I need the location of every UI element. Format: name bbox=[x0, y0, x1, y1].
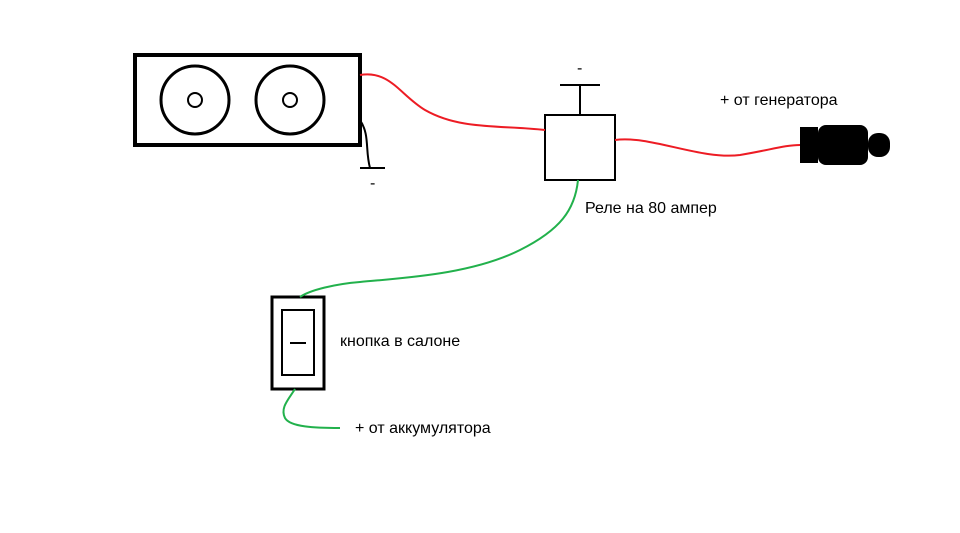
label-battery-plus: + от аккумулятора bbox=[355, 420, 491, 438]
label-minus-speaker: - bbox=[370, 175, 375, 193]
speaker-right-outer bbox=[256, 66, 324, 134]
wire-red-speaker-relay bbox=[360, 74, 545, 130]
label-relay: Реле на 80 ампер bbox=[585, 200, 717, 218]
wire-green-switch-battery bbox=[283, 389, 340, 428]
label-minus-top: - bbox=[577, 60, 582, 78]
wire-red-relay-generator bbox=[615, 139, 800, 155]
speaker-right-inner bbox=[283, 93, 297, 107]
wiring-diagram bbox=[0, 0, 960, 533]
label-switch: кнопка в салоне bbox=[340, 333, 460, 351]
speaker-box bbox=[135, 55, 360, 145]
connector-icon bbox=[800, 125, 890, 165]
wire-green-relay-switch bbox=[300, 180, 578, 297]
label-generator-plus: + от генератора bbox=[720, 92, 838, 110]
speaker-left-inner bbox=[188, 93, 202, 107]
speaker-left-outer bbox=[161, 66, 229, 134]
relay-box bbox=[545, 115, 615, 180]
